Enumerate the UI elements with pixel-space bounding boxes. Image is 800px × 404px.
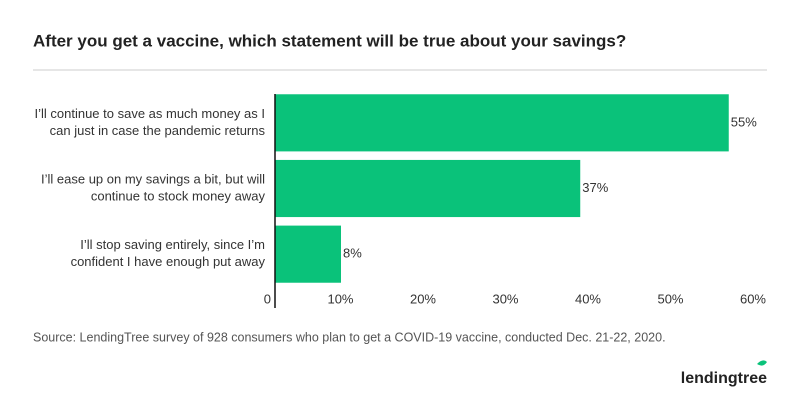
chart-title: After you get a vaccine, which statement… [33,31,626,50]
value-label: 8% [343,246,362,261]
brand-leaf [757,360,767,366]
bar [275,159,581,218]
bar [275,94,729,152]
bar [275,225,341,283]
y-tick-label: I’ll stop saving entirely, since I’m [80,237,265,252]
x-tick-label: 20% [410,291,436,306]
source: Source: LendingTree survey of 928 consum… [33,330,666,344]
y-tick-label: I’ll continue to save as much money as I [34,106,265,121]
x-tick-label: 10% [327,291,353,306]
value-label: 37% [582,180,608,195]
x-tick-label: 60% [740,291,766,306]
brand: lendingtree [681,370,767,387]
y-tick-label: I’ll ease up on my savings a bit, but wi… [41,171,265,186]
x-tick-label: 50% [657,291,683,306]
x-tick-label: 40% [575,291,601,306]
y-tick-label: can just in case the pandemic returns [50,123,266,138]
y-tick-label: continue to stock money away [91,188,266,203]
value-label: 55% [731,114,757,129]
x-tick-label: 30% [492,291,518,306]
y-tick-label: confident I have enough put away [71,254,266,269]
x-tick-label: 0 [264,291,271,306]
